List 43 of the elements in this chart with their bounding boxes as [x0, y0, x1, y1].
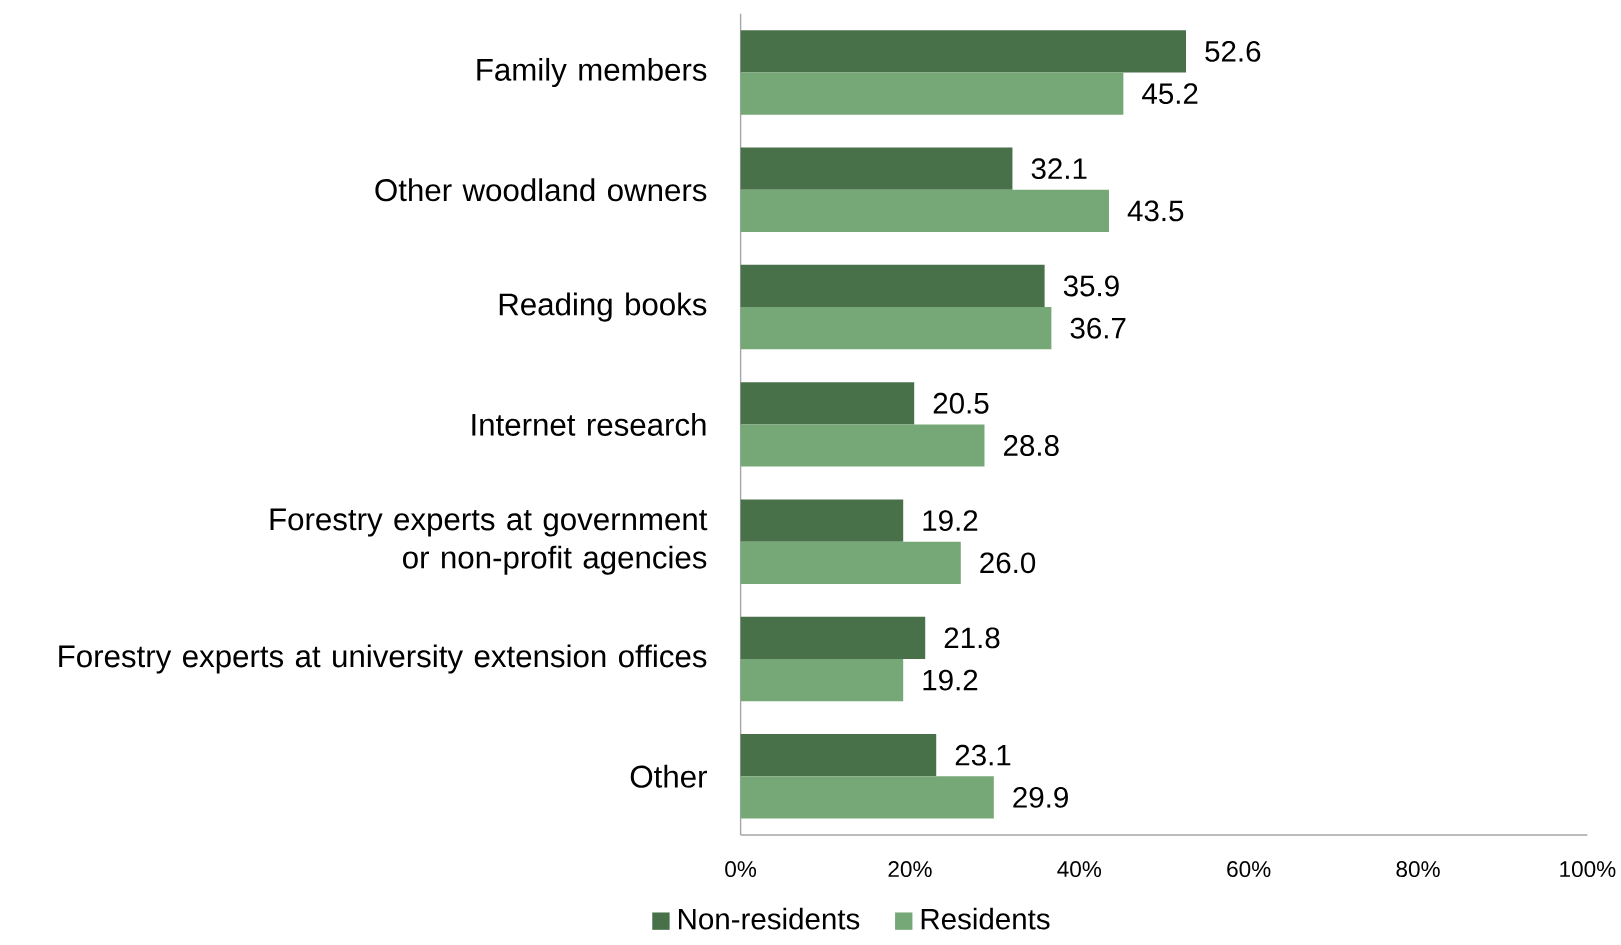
legend-label: Residents [921, 908, 1050, 930]
x-tick-label: 40% [1057, 861, 1102, 878]
y-tick-label: Other [630, 764, 707, 788]
bar [740, 499, 904, 542]
data-label: 19.2 [923, 669, 978, 691]
bar [740, 189, 1109, 233]
data-label: 23.1 [955, 744, 1011, 766]
y-tick-label: Family members [477, 58, 707, 88]
data-label: 19.2 [923, 510, 978, 532]
bar [740, 776, 994, 819]
y-tick-label: Reading books [499, 292, 707, 322]
x-tick-label: 20% [888, 861, 932, 878]
x-tick-label: 80% [1396, 861, 1440, 878]
legend-label: Non-residents [678, 908, 860, 930]
data-label: 35.9 [1063, 275, 1119, 297]
x-tick-label: 0% [725, 861, 757, 878]
bar [740, 30, 1187, 73]
bar [740, 72, 1124, 115]
y-tick-label: Forestry experts at government or non-profit agencies [270, 508, 708, 575]
bar [740, 307, 1052, 350]
data-label: 32.1 [1031, 158, 1087, 180]
x-tick-label: 100% [1560, 861, 1616, 878]
data-label: 29.9 [1013, 787, 1068, 809]
y-tick-label: Forestry experts at university extension offices [59, 644, 707, 674]
bar [740, 616, 926, 660]
bar [740, 265, 1045, 308]
x-tick-label: 60% [1227, 861, 1271, 878]
y-tick-label: Internet research [472, 413, 706, 437]
data-label: 21.8 [944, 627, 1000, 649]
bar [740, 734, 937, 777]
data-label: 52.6 [1205, 41, 1261, 62]
data-label: 28.8 [1004, 435, 1059, 457]
data-label: 26.0 [980, 552, 1036, 574]
bar [740, 147, 1013, 190]
bar [740, 659, 904, 702]
bar [740, 541, 961, 585]
bar [740, 424, 985, 467]
data-label: 20.5 [933, 393, 989, 414]
data-label: 45.2 [1142, 83, 1198, 105]
y-tick-label: Other woodland owners [375, 178, 707, 202]
bar [740, 382, 915, 425]
data-label: 43.5 [1127, 200, 1184, 222]
data-label: 36.7 [1070, 317, 1126, 339]
